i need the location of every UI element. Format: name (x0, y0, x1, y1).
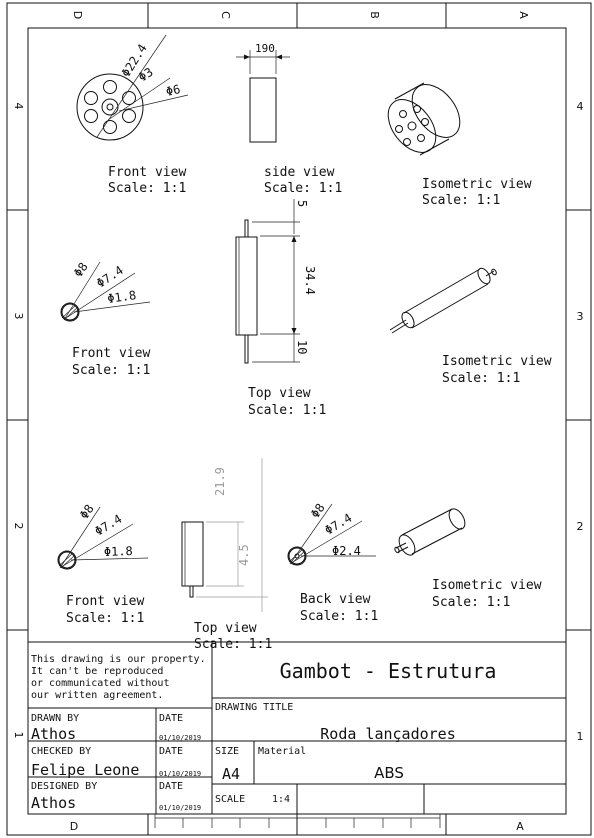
front-view-label: Front view (108, 165, 186, 180)
material-label: Material (258, 746, 306, 757)
front-view-dim-hole: Φ3 (136, 65, 156, 85)
back-view-label: Back view (300, 592, 371, 607)
designed-date: 01/10/2019 (159, 804, 201, 812)
zone-top-b: B (368, 11, 381, 19)
top-view-shaft: 5 34.4 10 (235, 199, 317, 364)
top-view-2-dim-collar: 4.5 (237, 544, 251, 566)
front-view-2-dim-inner: Φ1.8 (106, 288, 137, 306)
back-view-dim-outer: Φ8 (308, 501, 328, 521)
zone-right-2: 2 (577, 520, 584, 533)
front-view-3-label: Front view (66, 594, 144, 609)
front-view-collar: Φ8 Φ7.4 Φ1.8 (57, 502, 149, 570)
drawing-title-label: DRAWING TITLE (215, 702, 293, 713)
zone-labels: D C B A D A 4 3 2 1 4 3 2 1 (12, 11, 584, 833)
designed-by-label: DESIGNED BY (31, 781, 97, 792)
property-notice: This drawing is our property. It can't b… (31, 654, 206, 701)
zone-bottom-d: D (70, 820, 78, 833)
isometric-view-wheel (387, 82, 461, 156)
front-view-2-dim-outer: Φ8 (71, 260, 91, 280)
size-label: SIZE (215, 746, 239, 757)
drawn-date: 01/10/2019 (159, 734, 201, 742)
property-notice-line-1: This drawing is our property. (31, 654, 206, 665)
zone-left-3: 3 (12, 313, 25, 320)
back-view-collar: Φ8 Φ7.4 Φ2.4 (287, 501, 376, 566)
front-view-3-dim-inner: Φ1.8 (104, 544, 133, 559)
front-view-2-dim-mid: Φ7.4 (94, 263, 126, 290)
zone-top-a: A (517, 11, 530, 19)
back-view-scale: Scale: 1:1 (300, 609, 378, 624)
drawing-border (6, 2, 592, 836)
top-view-dim-length: 34.4 (303, 266, 317, 295)
front-view-scale: Scale: 1:1 (108, 181, 186, 196)
zone-top-d: D (71, 11, 84, 19)
zone-right-4: 4 (577, 100, 584, 113)
side-view-dim-width: 190 (255, 42, 275, 55)
zone-left-2: 2 (12, 523, 25, 530)
top-view-dim-bottom: 10 (295, 340, 309, 354)
material-value: ABS (374, 764, 404, 782)
checked-by-label: CHECKED BY (31, 746, 91, 757)
zone-right-1: 1 (577, 730, 584, 743)
checked-date: 01/10/2019 (159, 770, 201, 778)
side-view-wheel: 190 (236, 42, 290, 143)
top-view-2-dim-total: 21.9 (213, 467, 227, 496)
top-view-scale: Scale: 1:1 (248, 403, 326, 418)
isometric-view-shaft (389, 267, 497, 334)
drawn-by-name: Athos (31, 725, 76, 743)
isometric-view-3-scale: Scale: 1:1 (432, 595, 510, 610)
property-notice-line-3: or communicated without (31, 678, 169, 689)
top-view-2-scale: Scale: 1:1 (194, 637, 272, 652)
property-notice-line-2: It can't be reproduced (31, 666, 163, 677)
front-view-wheel: Φ22.4 Φ3 Φ6 (76, 34, 189, 141)
top-view-dim-top: 5 (295, 200, 309, 207)
isometric-view-collar (394, 508, 466, 556)
isometric-view-3-label: Isometric view (432, 578, 542, 593)
side-view-scale: Scale: 1:1 (264, 181, 342, 196)
bottom-scale-ruler (154, 814, 441, 828)
front-view-2-label: Front view (72, 346, 150, 361)
checked-date-label: DATE (159, 746, 183, 757)
scale-value: 1:4 (272, 794, 290, 805)
top-view-collar: 21.9 4.5 (181, 458, 268, 612)
back-view-dim-mid: Φ7.4 (322, 511, 354, 538)
scale-label: SCALE (215, 794, 245, 805)
drawn-date-label: DATE (159, 713, 183, 724)
zone-left-1: 1 (12, 732, 25, 739)
front-view-3-dim-mid: Φ7.4 (92, 512, 124, 539)
drawing-title: Roda lançadores (320, 725, 455, 743)
front-view-shaft: Φ8 Φ7.4 Φ1.8 (60, 260, 151, 322)
property-notice-line-4: our written agreement. (31, 690, 163, 701)
drawn-by-label: DRAWN BY (31, 713, 79, 724)
top-view-label: Top view (248, 386, 311, 401)
designed-date-label: DATE (159, 781, 183, 792)
zone-bottom-a: A (516, 820, 524, 833)
checked-by-name: Felipe Leone (31, 761, 139, 779)
isometric-view-2-scale: Scale: 1:1 (442, 371, 520, 386)
front-view-3-scale: Scale: 1:1 (66, 611, 144, 626)
isometric-view-label: Isometric view (422, 177, 532, 192)
isometric-view-2-label: Isometric view (442, 354, 552, 369)
zone-top-c: C (219, 11, 232, 19)
front-view-3-dim-outer: Φ8 (77, 502, 97, 522)
sheet-size: A4 (222, 765, 240, 783)
side-view-label: side view (264, 165, 335, 180)
isometric-view-scale: Scale: 1:1 (422, 193, 500, 208)
front-view-2-scale: Scale: 1:1 (72, 363, 150, 378)
top-view-2-label: Top view (194, 621, 257, 636)
title-block (28, 641, 566, 814)
front-view-dim-hub: Φ6 (165, 82, 182, 99)
zone-left-4: 4 (12, 103, 25, 110)
designed-by-name: Athos (31, 794, 76, 812)
project-name: Gambot - Estrutura (280, 659, 497, 683)
back-view-dim-inner: Φ2.4 (332, 544, 361, 558)
zone-right-3: 3 (577, 310, 584, 323)
